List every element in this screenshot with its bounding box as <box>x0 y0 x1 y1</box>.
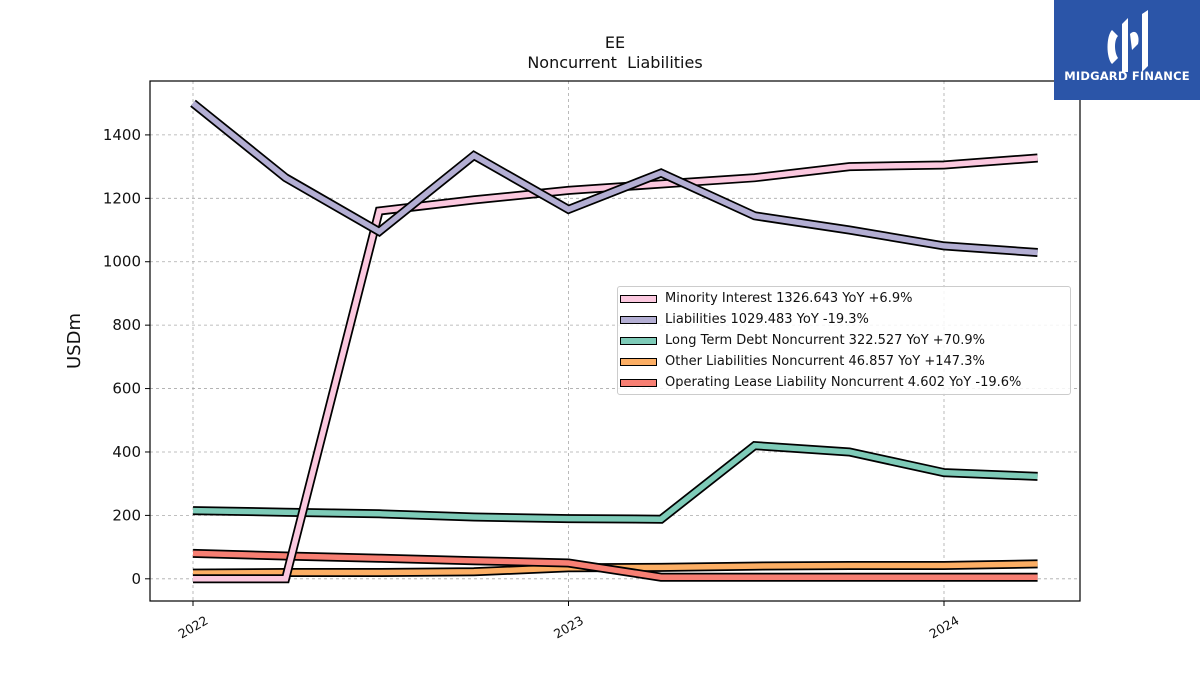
legend-label: Liabilities 1029.483 YoY -19.3% <box>665 312 869 327</box>
series-outline <box>190 99 1038 257</box>
series-operating-lease-liability-noncurrent <box>192 548 1038 582</box>
legend-item: Long Term Debt Noncurrent 322.527 YoY +7… <box>618 331 1072 351</box>
legend-item: Minority Interest 1326.643 YoY +6.9% <box>618 289 1072 309</box>
x-tick-label: 2023 <box>551 613 586 642</box>
legend-swatch <box>620 295 657 303</box>
legend-label: Long Term Debt Noncurrent 322.527 YoY +7… <box>665 333 985 348</box>
y-tick-label: 800 <box>112 316 141 334</box>
y-tick-label: 600 <box>112 380 141 398</box>
y-tick-label: 0 <box>131 570 141 588</box>
x-tick-label: 2024 <box>926 613 961 642</box>
series-layer <box>190 99 1038 584</box>
y-axis: 0 200 400 600 800 1000 1200 1400 <box>103 126 150 588</box>
legend-label: Other Liabilities Noncurrent 46.857 YoY … <box>665 354 985 369</box>
legend-swatch <box>620 337 657 345</box>
chart-title: EE <box>605 33 625 52</box>
legend: Minority Interest 1326.643 YoY +6.9% Liab… <box>617 286 1071 395</box>
y-tick-label: 400 <box>112 443 141 461</box>
y-tick-label: 1000 <box>103 253 141 271</box>
x-axis: 2022 2023 2024 <box>175 601 962 642</box>
legend-label: Operating Lease Liability Noncurrent 4.6… <box>665 375 1022 390</box>
logo-text: MIDGARD FINANCE <box>1064 69 1190 83</box>
series-liabilities <box>190 99 1038 257</box>
plot-frame <box>149 80 1081 602</box>
series-line <box>192 550 1038 580</box>
legend-item: Liabilities 1029.483 YoY -19.3% <box>618 310 1072 330</box>
y-tick-label: 200 <box>112 506 141 524</box>
legend-item: Other Liabilities Noncurrent 46.857 YoY … <box>618 352 1072 372</box>
legend-item: Operating Lease Liability Noncurrent 4.6… <box>618 373 1072 393</box>
legend-swatch <box>620 358 657 366</box>
chart-subtitle: Noncurrent Liabilities <box>527 53 702 72</box>
brand-logo: MIDGARD FINANCE <box>1054 0 1200 100</box>
y-tick-label: 1200 <box>103 189 141 207</box>
series-line <box>191 101 1038 256</box>
midgard-logo-icon <box>1107 10 1148 72</box>
series-line <box>192 442 1038 522</box>
y-axis-label: USDm <box>64 313 85 369</box>
series-long-term-debt-noncurrent <box>192 440 1038 524</box>
x-tick-label: 2022 <box>175 613 210 642</box>
y-tick-label: 1400 <box>103 126 141 144</box>
legend-swatch <box>620 379 657 387</box>
legend-swatch <box>620 316 657 324</box>
legend-label: Minority Interest 1326.643 YoY +6.9% <box>665 291 913 306</box>
